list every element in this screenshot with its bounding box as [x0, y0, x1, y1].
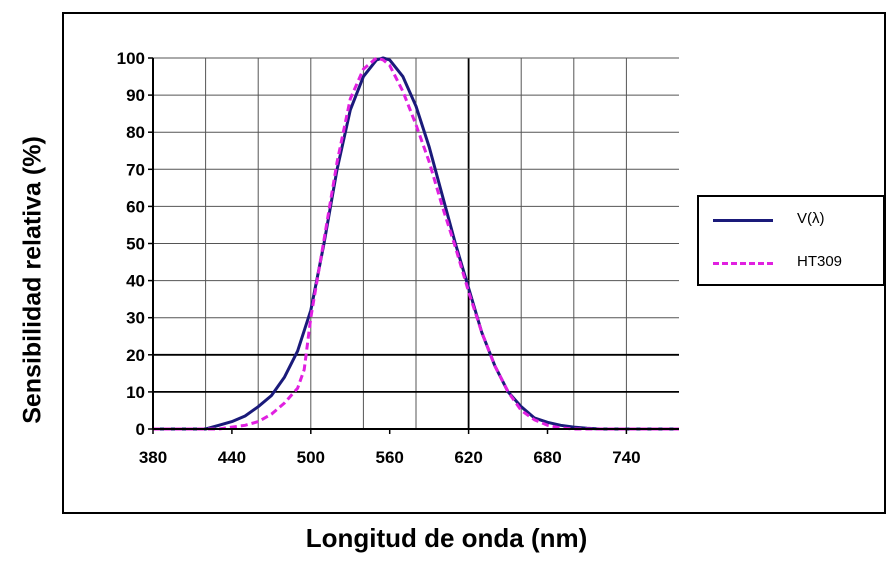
legend-label-v-lambda: V(λ) — [797, 210, 825, 227]
legend-label-ht309: HT309 — [797, 253, 843, 270]
series-line-v-lambda — [153, 56, 679, 431]
x-axis-label: Longitud de onda (nm) — [305, 523, 588, 553]
y-tick-label-20: 20 — [126, 346, 145, 365]
y-tick-label-30: 30 — [126, 309, 145, 328]
series-line-ht309 — [153, 56, 679, 431]
x-tick-label-380: 380 — [139, 448, 167, 467]
legend: V(λ) HT309 — [697, 195, 885, 286]
y-tick-label-10: 10 — [126, 383, 145, 402]
tick-labels: 0 10 20 30 40 50 60 70 80 90 100 380 440 500 560 620 680… — [117, 49, 641, 467]
legend-item-ht309: HT309 — [713, 253, 883, 273]
y-tick-label-40: 40 — [126, 272, 145, 291]
y-tick-label-60: 60 — [126, 197, 145, 216]
legend-swatch-v-lambda — [713, 219, 773, 222]
y-tick-label-80: 80 — [126, 123, 145, 142]
x-tick-label-620: 620 — [454, 448, 482, 467]
y-tick-label-50: 50 — [126, 235, 145, 254]
y-tick-label-100: 100 — [117, 49, 145, 68]
x-tick-label-560: 560 — [376, 448, 404, 467]
x-tick-label-440: 440 — [218, 448, 246, 467]
y-tick-label-90: 90 — [126, 86, 145, 105]
axes — [148, 57, 679, 434]
x-tick-label-680: 680 — [533, 448, 561, 467]
legend-swatch-ht309 — [713, 262, 773, 265]
x-tick-label-740: 740 — [612, 448, 640, 467]
x-tick-label-500: 500 — [297, 448, 325, 467]
y-tick-label-0: 0 — [136, 420, 145, 439]
grid-lines — [153, 57, 679, 429]
legend-item-v-lambda: V(λ) — [713, 210, 883, 230]
y-tick-label-70: 70 — [126, 160, 145, 179]
series-lines — [153, 56, 679, 431]
